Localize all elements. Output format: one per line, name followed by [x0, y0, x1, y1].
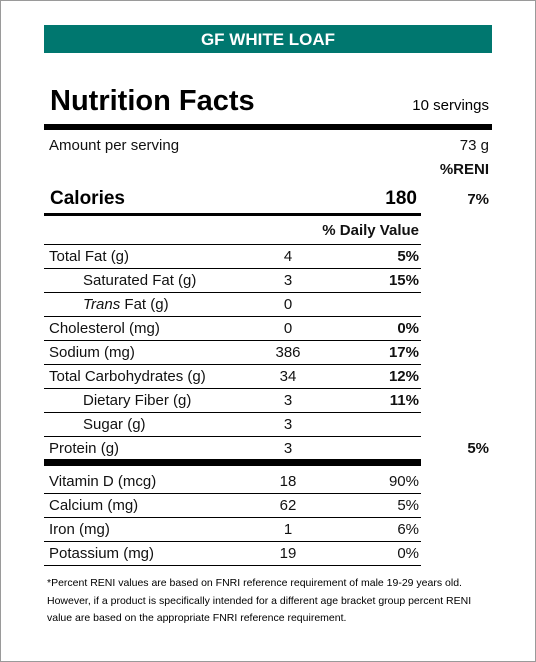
rule: [44, 364, 421, 365]
row-dv: 0%: [397, 320, 419, 337]
row-dv: 17%: [388, 344, 419, 361]
rule: [44, 541, 421, 542]
rule: [44, 436, 421, 437]
rule: [44, 517, 421, 518]
row-reni: 5%: [467, 440, 489, 457]
rule: [44, 565, 421, 566]
row-amount: 18: [279, 473, 297, 490]
calories-value: 180: [385, 188, 417, 209]
row-amount: 3: [283, 272, 293, 289]
row-name-rest: Fat (g): [124, 296, 169, 313]
row-name: Calcium (mg): [49, 497, 139, 514]
rule: [44, 493, 421, 494]
row-dv: 5%: [397, 248, 419, 265]
reni-header: %RENI: [439, 161, 489, 178]
row-dv: 90%: [388, 473, 419, 490]
row-name: Trans Fat (g): [83, 297, 169, 312]
rule: [44, 268, 421, 269]
row-name: Dietary Fiber (g): [83, 392, 192, 409]
row-name-italic: Trans: [83, 296, 121, 313]
row-amount: 0: [283, 320, 293, 337]
row-amount: 0: [283, 296, 293, 313]
thick-rule: [44, 459, 421, 466]
label-title: Nutrition Facts: [50, 85, 255, 117]
row-name: Total Carbohydrates (g): [49, 368, 206, 385]
product-banner: GF WHITE LOAF: [44, 25, 492, 53]
row-dv: 15%: [388, 272, 419, 289]
row-amount: 1: [283, 521, 293, 538]
footnote: *Percent RENI values are based on FNRI r…: [47, 577, 472, 624]
row-amount: 3: [283, 440, 293, 457]
row-name: Sodium (mg): [49, 344, 135, 361]
rule: [44, 412, 421, 413]
row-amount: 3: [283, 392, 293, 409]
row-name: Iron (mg): [49, 521, 110, 538]
row-dv: 0%: [397, 545, 419, 562]
row-name: Cholesterol (mg): [49, 320, 160, 337]
amount-label: Amount per serving: [49, 137, 180, 154]
row-amount: 3: [283, 416, 293, 433]
calories-reni: 7%: [467, 191, 489, 208]
row-name: Potassium (mg): [49, 545, 155, 562]
row-dv: 6%: [397, 521, 419, 538]
row-name: Sugar (g): [83, 416, 146, 433]
row-amount: 62: [279, 497, 297, 514]
row-name: Protein (g): [49, 440, 120, 457]
row-dv: 12%: [388, 368, 419, 385]
rule: [44, 244, 421, 245]
rule: [44, 213, 421, 216]
row-dv: 5%: [397, 497, 419, 514]
row-name: Saturated Fat (g): [83, 272, 197, 289]
row-dv: 11%: [389, 392, 419, 409]
row-name: Total Fat (g): [49, 248, 130, 265]
row-name: Vitamin D (mcg): [49, 473, 157, 490]
row-amount: 4: [283, 248, 293, 265]
rule: [44, 316, 421, 317]
row-amount: 34: [279, 368, 297, 385]
row-amount: 19: [279, 545, 297, 562]
dv-header: % Daily Value: [322, 222, 419, 239]
calories-label: Calories: [50, 188, 125, 209]
servings: 10 servings: [412, 97, 489, 114]
rule: [44, 340, 421, 341]
rule: [44, 388, 421, 389]
thick-rule: [44, 124, 492, 130]
serving-amount: 73 g: [459, 137, 489, 154]
rule: [44, 292, 421, 293]
row-amount: 386: [275, 344, 301, 361]
